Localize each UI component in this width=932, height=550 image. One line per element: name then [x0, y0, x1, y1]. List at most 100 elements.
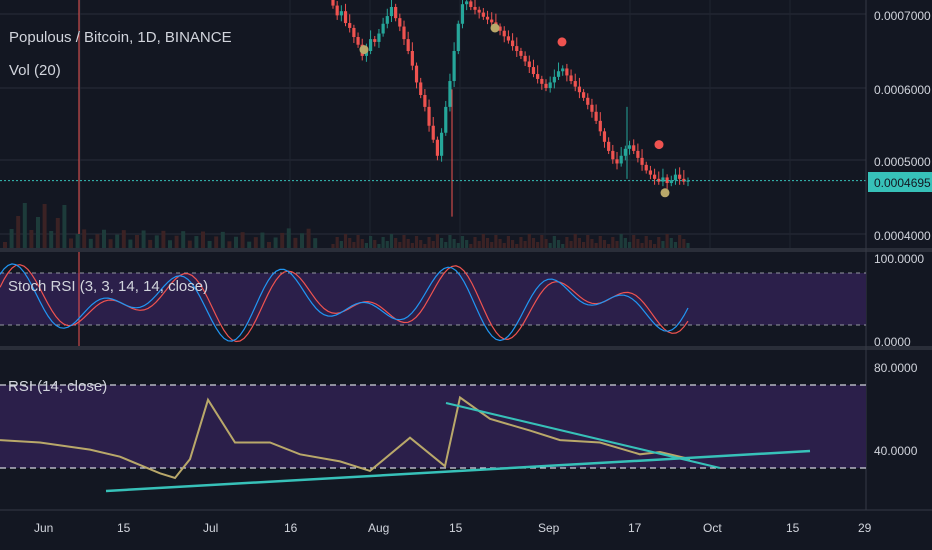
last-price-value: 0.0004695 [874, 176, 931, 190]
volume-bar [187, 240, 192, 248]
candle-body [581, 92, 586, 98]
time-tick-label: Sep [538, 521, 560, 535]
time-axis[interactable]: Jun 15 Jul 16 Aug 15 Sep 17 Oct 15 29 [0, 509, 932, 535]
volume-bar [49, 231, 54, 248]
volume-bar [536, 242, 540, 248]
stoch-rsi-label: Stoch RSI (3, 3, 14, 14, close) [8, 278, 208, 295]
candle-body [590, 104, 594, 112]
candle-body [523, 55, 527, 62]
volume-bar [627, 242, 632, 248]
candle-body [682, 178, 686, 182]
volume-bar [485, 238, 490, 248]
volume-bar [460, 236, 465, 248]
volume-bar [652, 244, 657, 248]
candle-body [439, 132, 444, 156]
volume-bar [406, 239, 410, 248]
candle-body [652, 174, 657, 179]
candle-body [573, 81, 577, 87]
volume-bar [669, 238, 673, 248]
rsi-pane[interactable]: RSI (14, close) [0, 378, 866, 493]
volume-bar [619, 234, 623, 248]
candle-body [448, 81, 452, 107]
volume-bar [207, 240, 212, 248]
pane-separator-2[interactable] [0, 346, 932, 350]
candle-body [423, 95, 427, 107]
volume-bar [389, 234, 394, 248]
volume-bar [135, 235, 139, 248]
volume-bar [121, 230, 126, 248]
volume-bar [615, 241, 619, 248]
volume-bar [22, 203, 27, 248]
candle-body [527, 61, 531, 68]
stoch-rsi-pane[interactable]: Stoch RSI (3, 3, 14, 14, close) [0, 252, 866, 346]
volume-bar [161, 230, 166, 248]
candle-body [519, 50, 523, 56]
volume-bar [128, 239, 133, 248]
candle-body [490, 19, 494, 23]
candle-body [477, 9, 481, 13]
volume-bar [394, 238, 398, 248]
pane-separator-1[interactable] [0, 248, 932, 252]
candle-body [648, 170, 653, 175]
volume-bar [181, 231, 186, 248]
volume-bar [42, 204, 47, 248]
volume-bar [648, 240, 653, 248]
volume-bar [469, 244, 473, 248]
candle-body [331, 0, 335, 6]
volume-bar [510, 240, 515, 248]
candle-body [339, 11, 343, 16]
volume-bar [247, 241, 252, 248]
volume-bar [55, 218, 60, 248]
volume-bar [343, 234, 348, 248]
volume-bar [686, 243, 690, 248]
volume-indicator-label: Vol (20) [9, 62, 61, 79]
volume-bar [586, 235, 590, 248]
price-axis[interactable]: 0.0007000 0.0006000 0.0005000 0.0004000 … [868, 9, 932, 458]
rsi-label: RSI (14, close) [8, 378, 107, 395]
volume-bar [419, 240, 423, 248]
volume-bar [682, 239, 686, 248]
signal-marker [654, 140, 664, 150]
candle-body [352, 27, 356, 38]
candle-body [565, 68, 569, 76]
volume-bar [657, 237, 661, 248]
volume-bar [552, 236, 556, 248]
volume-bar [498, 239, 502, 248]
rsi-line [0, 395, 691, 480]
rsi-resistance-trendline[interactable] [445, 402, 721, 469]
candle-body [356, 37, 360, 45]
volume-bar [69, 238, 73, 248]
volume-bar [577, 238, 582, 248]
candle-body [636, 150, 640, 158]
volume-bar [29, 230, 34, 248]
volume-bar [598, 236, 602, 248]
candle-body [414, 65, 419, 83]
volume-bar [611, 237, 615, 248]
volume-bar [644, 236, 648, 248]
signal-markers [359, 23, 670, 198]
volume-bar [267, 242, 271, 248]
volume-bar [490, 242, 494, 248]
volume-bar [494, 235, 498, 248]
volume-bar [240, 232, 245, 248]
rsi-support-trendline[interactable] [105, 449, 811, 493]
price-pane[interactable]: Populous / Bitcoin, 1D, BINANCE Vol (20) [0, 0, 866, 248]
candle-body [644, 164, 648, 171]
volume-bar [590, 239, 594, 248]
volume-bar [527, 234, 531, 248]
volume-bar [293, 237, 298, 248]
volume-bar [410, 243, 414, 248]
rsi-tick-label: 80.0000 [874, 361, 918, 375]
volume-bar [194, 236, 199, 248]
rsi-band [0, 385, 866, 468]
candle-body [540, 78, 544, 84]
candle-body [632, 145, 636, 151]
price-tick-label: 0.0006000 [874, 83, 931, 97]
volume-bar [565, 237, 569, 248]
volume-bar [227, 241, 232, 248]
candle-body [465, 1, 469, 5]
volume-bar [540, 235, 544, 248]
volume-bar [573, 234, 577, 248]
volume-bar [581, 242, 586, 248]
